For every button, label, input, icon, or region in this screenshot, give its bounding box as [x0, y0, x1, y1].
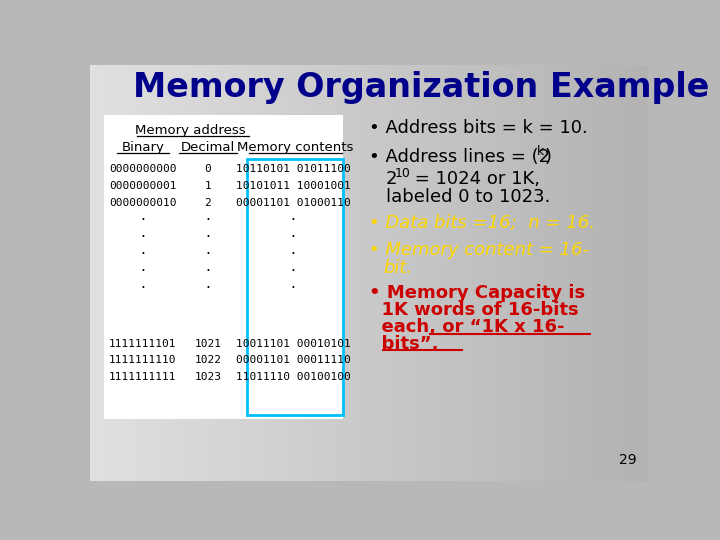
Text: 1: 1: [204, 181, 211, 191]
Text: Memory Organization Example: Memory Organization Example: [132, 71, 709, 104]
Text: ): ): [545, 148, 552, 166]
Text: bits”.: bits”.: [369, 335, 438, 353]
Text: 2: 2: [386, 170, 397, 188]
Text: 00001101 01000110: 00001101 01000110: [235, 198, 351, 207]
Text: 1022: 1022: [194, 355, 221, 366]
Text: ·: ·: [140, 230, 145, 245]
Text: 0000000010: 0000000010: [109, 198, 176, 207]
Bar: [246, 159, 343, 415]
Text: • Data bits =16;  n = 16.: • Data bits =16; n = 16.: [369, 214, 595, 232]
Text: 10110101 01011100: 10110101 01011100: [235, 164, 351, 174]
Text: ·: ·: [140, 264, 145, 279]
Text: 1021: 1021: [194, 339, 221, 348]
Text: = 1024 or 1K,: = 1024 or 1K,: [408, 170, 539, 188]
Text: Decimal: Decimal: [181, 141, 235, 154]
Text: ·: ·: [140, 247, 145, 262]
Text: ·: ·: [140, 213, 145, 228]
Text: 1111111101: 1111111101: [109, 339, 176, 348]
Text: ·: ·: [205, 281, 210, 295]
Text: • Memory Capacity is: • Memory Capacity is: [369, 285, 585, 302]
Text: ·: ·: [291, 281, 295, 295]
Text: 0000000000: 0000000000: [109, 164, 176, 174]
Text: • Address bits = k = 10.: • Address bits = k = 10.: [369, 119, 588, 137]
Text: ·: ·: [291, 264, 295, 279]
Text: 10: 10: [395, 167, 410, 180]
Text: 1111111111: 1111111111: [109, 373, 176, 382]
Text: ·: ·: [205, 213, 210, 228]
Text: 1111111110: 1111111110: [109, 355, 176, 366]
Text: 0: 0: [204, 164, 211, 174]
Bar: [104, 115, 343, 419]
Text: ·: ·: [205, 264, 210, 279]
Text: Binary: Binary: [121, 141, 164, 154]
Text: 10101011 10001001: 10101011 10001001: [235, 181, 351, 191]
Text: 00001101 00011110: 00001101 00011110: [235, 355, 351, 366]
Text: 0000000001: 0000000001: [109, 181, 176, 191]
Text: • Memory content = 16-: • Memory content = 16-: [369, 241, 589, 259]
Text: ·: ·: [140, 281, 145, 295]
Text: ·: ·: [291, 247, 295, 262]
Text: ·: ·: [291, 230, 295, 245]
Text: 1K words of 16-bits: 1K words of 16-bits: [369, 301, 579, 320]
Text: bit.: bit.: [383, 259, 412, 277]
Text: each, or “1K x 16-: each, or “1K x 16-: [369, 319, 564, 336]
Text: ·: ·: [291, 213, 295, 228]
Text: labeled 0 to 1023.: labeled 0 to 1023.: [386, 188, 550, 206]
Text: 11011110 00100100: 11011110 00100100: [235, 373, 351, 382]
Text: 10011101 00010101: 10011101 00010101: [235, 339, 351, 348]
Text: ·: ·: [205, 247, 210, 262]
Text: Memory contents: Memory contents: [237, 141, 354, 154]
Text: • Address lines = (2: • Address lines = (2: [369, 148, 550, 166]
Text: 1023: 1023: [194, 373, 221, 382]
Text: ·: ·: [205, 230, 210, 245]
Text: 29: 29: [618, 453, 636, 467]
Text: Memory address: Memory address: [135, 124, 246, 137]
Text: k: k: [537, 145, 544, 158]
Text: 2: 2: [204, 198, 211, 207]
